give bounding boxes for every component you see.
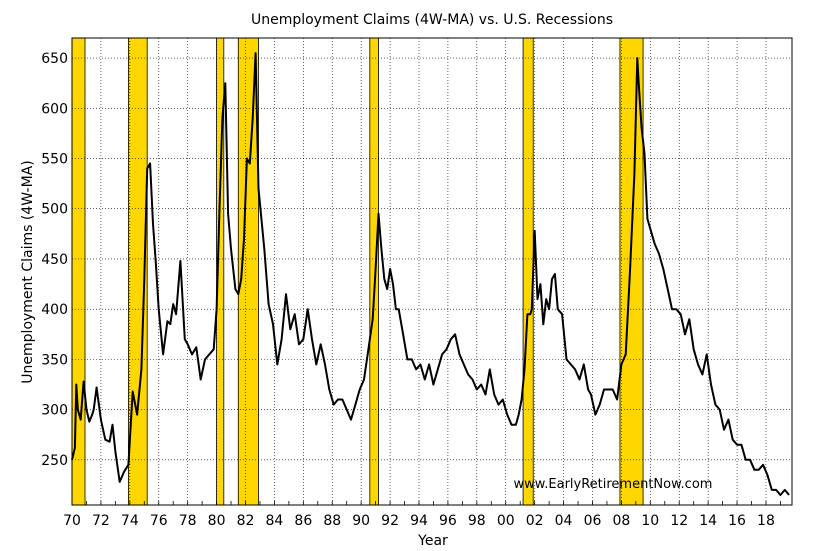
y-tick-label-500: 500 (41, 202, 68, 218)
x-tick-label-72: 72 (92, 513, 110, 529)
x-tick-label-18: 18 (757, 513, 775, 529)
y-tick-label-300: 300 (41, 403, 68, 419)
x-tick-label-88: 88 (323, 513, 341, 529)
x-tick-label-02: 02 (526, 513, 544, 529)
x-tick-label-08: 08 (612, 513, 630, 529)
x-tick-label-94: 94 (410, 513, 428, 529)
y-tick-label-550: 550 (41, 152, 68, 168)
x-tick-label-00: 00 (497, 513, 515, 529)
x-tick-label-80: 80 (208, 513, 226, 529)
recession-band-5 (369, 37, 379, 506)
x-tick-label-90: 90 (352, 513, 370, 529)
x-tick-label-10: 10 (641, 513, 659, 529)
y-axis-title: Unemployment Claims (4W-MA) (20, 160, 36, 383)
y-tick-label-350: 350 (41, 352, 68, 368)
plot-area (72, 38, 792, 505)
watermark-text: www.EarlyRetirementNow.com (514, 477, 713, 492)
x-axis-title: Year (417, 533, 448, 549)
y-tick-label-250: 250 (41, 453, 68, 469)
y-tick-label-450: 450 (41, 252, 68, 268)
plot-frame (71, 37, 793, 506)
y-tick-label-650: 650 (41, 51, 68, 67)
x-tick-label-16: 16 (728, 513, 746, 529)
x-tick-label-96: 96 (439, 513, 457, 529)
claims-line (71, 52, 790, 496)
x-tick-label-70: 70 (63, 513, 81, 529)
x-tick-label-78: 78 (179, 513, 197, 529)
x-tick-label-06: 06 (584, 513, 602, 529)
x-tick-label-14: 14 (699, 513, 717, 529)
x-tick-label-82: 82 (237, 513, 255, 529)
x-tick-label-12: 12 (670, 513, 688, 529)
x-tick-label-92: 92 (381, 513, 399, 529)
x-tick-label-74: 74 (121, 513, 139, 529)
x-tick-label-84: 84 (265, 513, 283, 529)
x-tick-label-98: 98 (468, 513, 486, 529)
y-tick-label-600: 600 (41, 101, 68, 117)
chart-title: Unemployment Claims (4W-MA) vs. U.S. Rec… (251, 12, 613, 28)
y-tick-label-400: 400 (41, 302, 68, 318)
x-tick-label-86: 86 (294, 513, 312, 529)
x-tick-label-04: 04 (555, 513, 573, 529)
x-tick-label-76: 76 (150, 513, 168, 529)
